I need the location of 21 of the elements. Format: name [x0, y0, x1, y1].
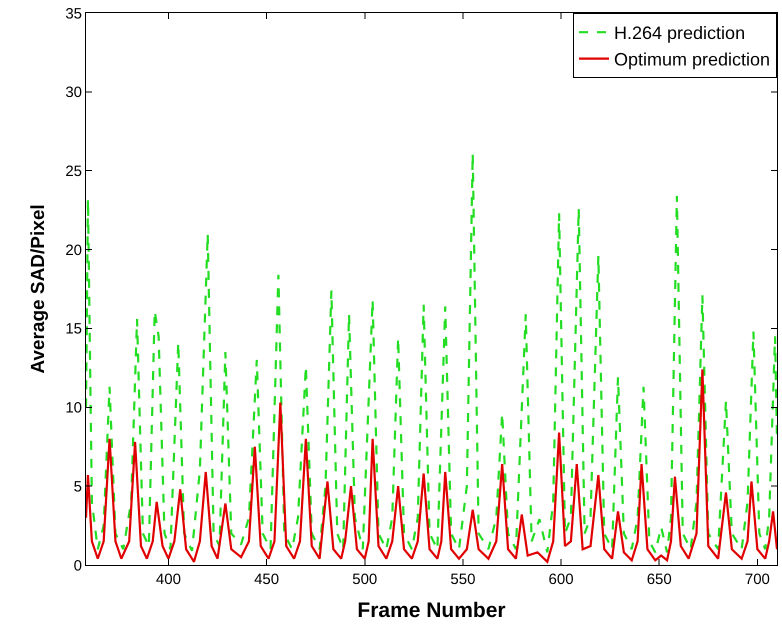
x-tick-label: 600 [548, 571, 574, 588]
x-tick-label: 550 [450, 571, 476, 588]
y-tick-label: 30 [65, 84, 82, 102]
line-series [86, 368, 777, 563]
x-axis-title: Frame Number [357, 599, 506, 622]
x-tick-label: 400 [156, 571, 181, 588]
y-tick-label: 20 [65, 242, 82, 259]
y-tick-label: 15 [65, 320, 82, 338]
x-tick-label: 700 [744, 571, 770, 588]
x-tick-label: 450 [254, 571, 280, 588]
x-tick-label: 650 [646, 571, 672, 588]
y-tick-label: 25 [65, 162, 82, 180]
y-axis-title: Average SAD/Pixel [28, 204, 50, 374]
legend-label: Optimum prediction [614, 50, 770, 70]
y-tick-label: 5 [74, 478, 82, 496]
legend-label: H.264 prediction [614, 23, 746, 44]
y-tick-label: 0 [74, 557, 82, 574]
line-series [86, 152, 777, 554]
x-tick-label: 500 [352, 571, 378, 588]
y-tick-label: 10 [65, 400, 82, 417]
y-tick-label: 35 [65, 5, 82, 22]
